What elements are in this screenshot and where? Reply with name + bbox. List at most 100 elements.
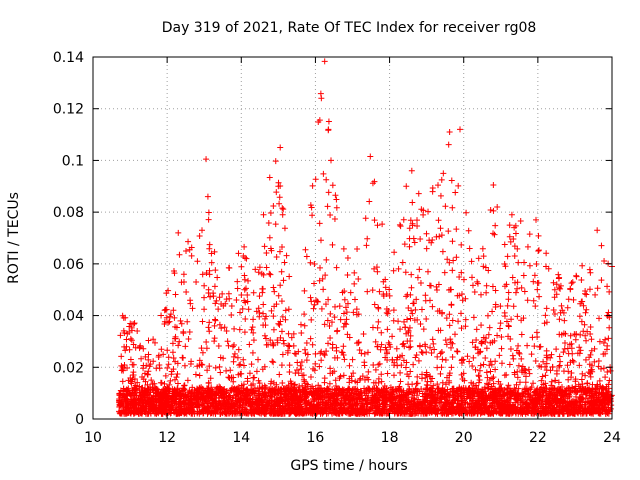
data-point [261,391,268,398]
data-point [412,410,419,417]
data-point [492,222,499,229]
data-point [384,349,391,356]
data-point [460,387,467,394]
data-point [402,324,409,331]
data-point [245,306,252,313]
data-point [326,323,333,330]
data-point [234,278,241,285]
data-point [383,397,390,404]
data-point [326,397,333,404]
data-point [397,369,404,376]
data-point [589,402,596,409]
data-point [266,409,273,416]
data-point [228,311,235,318]
data-point [200,402,207,409]
data-point [414,388,421,395]
data-point [312,297,319,304]
data-point [583,306,590,313]
data-point [466,400,473,407]
data-point [452,189,459,196]
data-point [286,343,293,350]
data-point [557,387,564,394]
data-point [119,312,126,319]
data-point [593,394,600,401]
data-point [376,403,383,410]
data-point [518,355,525,362]
data-point [336,303,343,310]
data-point [496,392,503,399]
data-point [269,358,276,365]
data-point [382,354,389,361]
data-point [244,386,251,393]
data-point [479,245,486,252]
data-point [223,328,230,335]
data-point [333,204,340,211]
data-point [509,352,516,359]
data-point [211,335,218,342]
data-point [144,381,151,388]
data-point [560,402,567,409]
data-point [261,382,268,389]
data-point [444,256,451,263]
data-point [515,385,522,392]
data-point [437,192,444,199]
data-point [180,271,187,278]
data-point [543,360,550,367]
data-point [556,410,563,417]
data-point [442,337,449,344]
data-point [183,247,190,254]
data-point [572,336,579,343]
data-point [181,362,188,369]
data-point [327,370,334,377]
data-point [522,400,529,407]
data-point [398,409,405,416]
data-point [184,377,191,384]
data-point [409,310,416,317]
data-point [301,346,308,353]
data-point [384,326,391,333]
data-point [204,367,211,374]
data-point [490,207,497,214]
data-point [160,351,167,358]
data-point [569,384,576,391]
data-point [425,208,432,215]
data-point [282,406,289,413]
data-point [524,243,531,250]
data-point [299,382,306,389]
data-point [182,343,189,350]
data-point [361,350,368,357]
data-point [521,288,528,295]
data-point [514,374,521,381]
data-point [514,279,521,286]
data-point [596,389,603,396]
data-point [332,192,339,199]
data-point [452,409,459,416]
data-point [312,176,319,183]
data-point [477,362,484,369]
data-point [339,289,346,296]
data-point [371,217,378,224]
data-point [328,319,335,326]
data-point [379,221,386,228]
data-point [404,371,411,378]
data-point [283,393,290,400]
data-point [462,399,469,406]
data-point [515,259,522,266]
data-point [327,394,334,401]
data-point [460,370,467,377]
data-point [363,242,370,249]
data-point [605,335,612,342]
data-point [511,252,518,259]
data-point [458,241,465,248]
data-point [512,386,519,393]
data-point [256,264,263,271]
data-point [145,351,152,358]
data-point [579,298,586,305]
data-point [128,380,135,387]
data-point [415,396,422,403]
data-point [555,275,562,282]
data-point [315,119,322,126]
data-points [116,58,615,417]
data-point [390,388,397,395]
data-point [535,247,542,254]
